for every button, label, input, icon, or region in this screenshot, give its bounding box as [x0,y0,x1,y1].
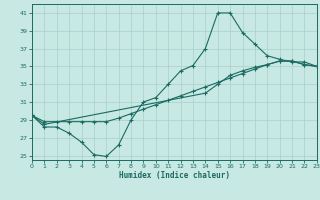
X-axis label: Humidex (Indice chaleur): Humidex (Indice chaleur) [119,171,230,180]
